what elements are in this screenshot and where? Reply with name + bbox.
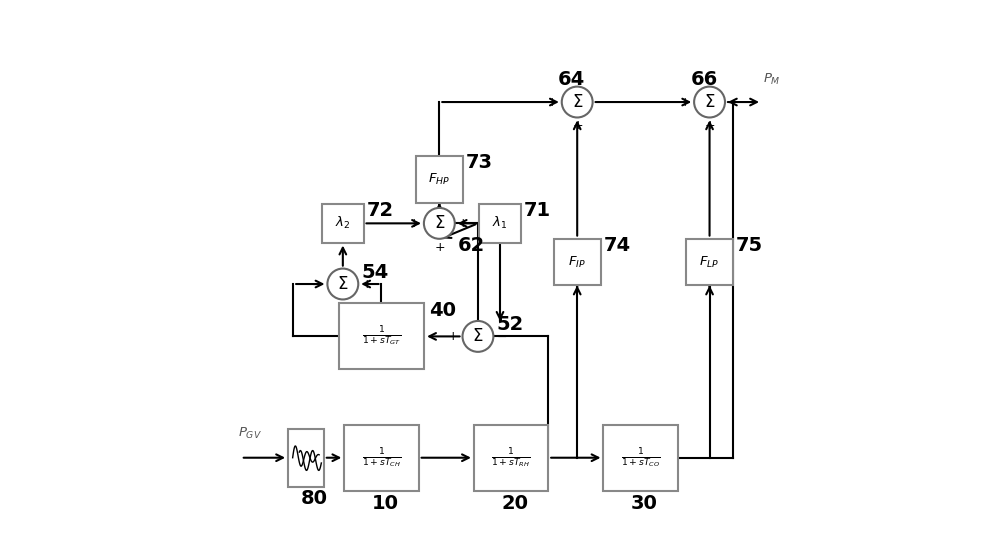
Text: $\lambda_2$: $\lambda_2$ [335, 216, 351, 231]
Text: $-$: $-$ [311, 277, 322, 291]
Text: $\Sigma$: $\Sigma$ [434, 214, 445, 232]
Text: $+$: $+$ [361, 277, 372, 291]
Bar [416, 156, 463, 203]
Text: $P_M$: $P_M$ [763, 71, 781, 86]
Text: 74: 74 [603, 236, 631, 255]
Text: $+$: $+$ [408, 217, 420, 230]
Text: $\frac{1}{1+sT_{GT}}$: $\frac{1}{1+sT_{GT}}$ [362, 325, 401, 348]
Text: $\Sigma$: $\Sigma$ [704, 93, 715, 111]
Text: 64: 64 [558, 70, 585, 89]
Text: $\lambda_1$: $\lambda_1$ [492, 216, 508, 231]
Text: $\frac{1}{1+sT_{CO}}$: $\frac{1}{1+sT_{CO}}$ [621, 446, 660, 470]
Circle shape [694, 86, 725, 118]
Text: 30: 30 [631, 494, 658, 512]
Text: 71: 71 [523, 201, 551, 221]
Bar [603, 424, 678, 491]
Bar [686, 238, 733, 285]
Bar [344, 424, 419, 491]
Text: $\frac{1}{1+sT_{RH}}$: $\frac{1}{1+sT_{RH}}$ [491, 446, 531, 470]
Text: 80: 80 [300, 490, 327, 509]
Circle shape [463, 321, 493, 352]
Text: 52: 52 [496, 315, 523, 334]
Text: 54: 54 [361, 263, 388, 282]
Text: $\Sigma$: $\Sigma$ [337, 275, 349, 293]
Text: $+$: $+$ [704, 119, 715, 132]
Text: 20: 20 [501, 494, 528, 512]
Text: 75: 75 [736, 236, 763, 255]
Text: 66: 66 [690, 70, 718, 89]
Text: $P_{GV}$: $P_{GV}$ [238, 426, 262, 441]
Text: 72: 72 [366, 201, 393, 221]
Circle shape [562, 86, 593, 118]
Bar [474, 424, 548, 491]
Text: $\Sigma$: $\Sigma$ [472, 328, 484, 345]
Text: $F_{LP}$: $F_{LP}$ [699, 255, 720, 270]
Bar [339, 304, 424, 369]
Bar [479, 204, 521, 243]
Text: $+$: $+$ [546, 96, 557, 109]
Text: 40: 40 [429, 301, 456, 320]
Text: 62: 62 [458, 236, 485, 255]
Text: 73: 73 [466, 153, 493, 172]
Text: $+$: $+$ [679, 96, 690, 109]
Text: $+$: $+$ [434, 241, 445, 253]
Text: $\Sigma$: $\Sigma$ [572, 93, 583, 111]
Text: $F_{IP}$: $F_{IP}$ [568, 255, 586, 270]
Text: $-$: $-$ [496, 330, 507, 343]
Text: $+$: $+$ [572, 119, 583, 132]
Circle shape [424, 208, 455, 239]
Text: $+$: $+$ [457, 217, 469, 230]
Text: $+$: $+$ [447, 330, 458, 343]
Text: 10: 10 [372, 494, 399, 512]
Bar [322, 204, 364, 243]
Text: $\frac{1}{1+sT_{CH}}$: $\frac{1}{1+sT_{CH}}$ [362, 446, 401, 470]
Text: $F_{HP}$: $F_{HP}$ [428, 172, 450, 187]
Circle shape [327, 268, 358, 300]
Bar [288, 429, 324, 487]
Bar [554, 238, 601, 285]
